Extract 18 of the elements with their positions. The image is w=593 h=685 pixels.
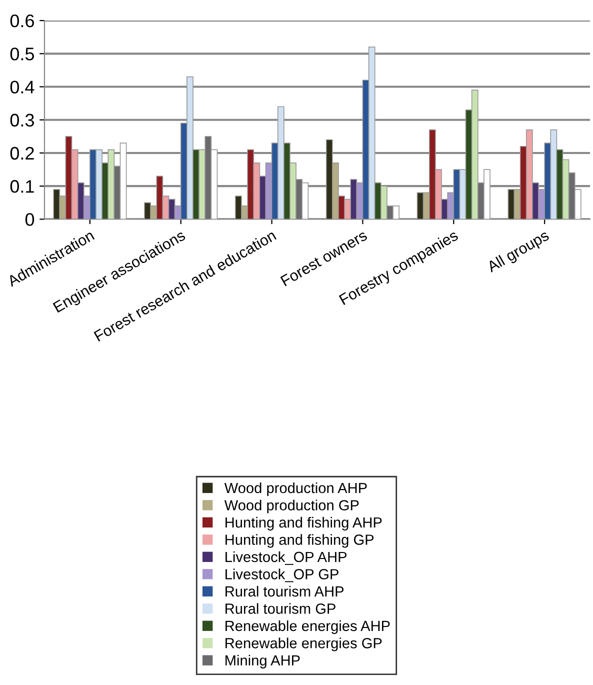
legend-label: Livestock_OP GP <box>226 568 338 582</box>
legend-label: Renewable energies GP <box>226 638 382 652</box>
legend-label: Rural tourism GP <box>226 603 336 614</box>
legend-label: Wood production GP <box>224 500 359 514</box>
legend-label: Mining AHP <box>226 654 300 668</box>
y-tick-label: 0.3 <box>10 114 34 127</box>
legend-label: Livestock_OP AHP <box>226 551 347 565</box>
y-tick-label: 0.5 <box>10 48 34 60</box>
y-tick-label: 0.2 <box>10 146 34 160</box>
y-tick-label: 0.4 <box>10 80 34 94</box>
y-tick-label: 0.6 <box>10 14 34 28</box>
legend-label: Wood production AHP <box>224 482 367 496</box>
legend-label: Renewable energies AHP <box>226 620 390 634</box>
y-tick-label: 0.1 <box>10 180 34 193</box>
y-tick-label: 0 <box>25 213 34 226</box>
legend-label: Hunting and fishing GP <box>226 534 374 548</box>
legend-label: Rural tourism AHP <box>226 586 344 597</box>
legend-label: Hunting and fishing AHP <box>226 516 382 531</box>
